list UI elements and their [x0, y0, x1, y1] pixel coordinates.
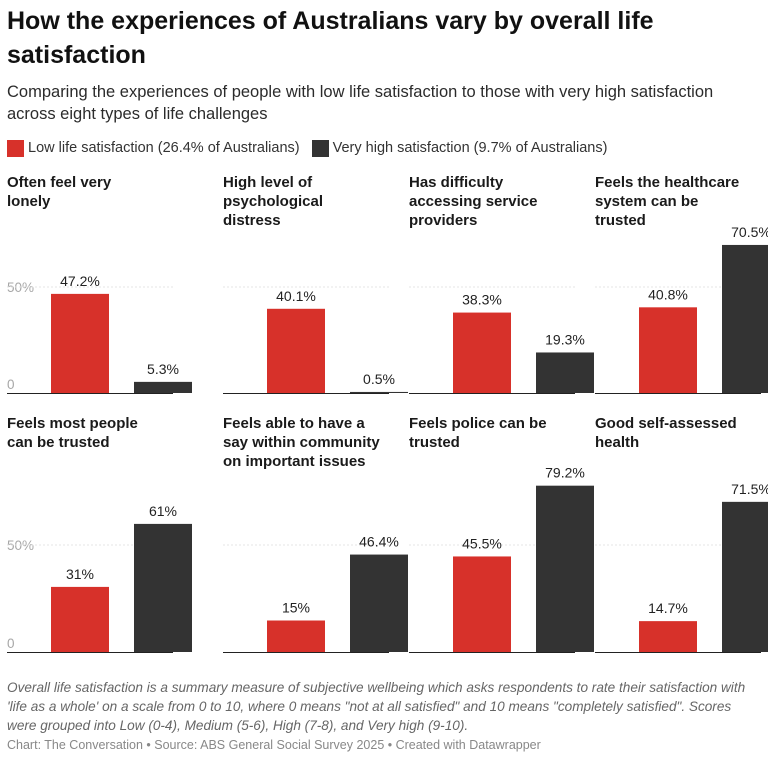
bar-low-satisfaction: [51, 586, 109, 652]
panel-title: Good self-assessed health: [595, 415, 737, 451]
bar-value-label: 40.1%: [276, 288, 316, 304]
bar-value-label: 71.5%: [731, 481, 768, 497]
panel-title: Feels police can be trusted: [409, 415, 547, 451]
bar-very-high-satisfaction: [536, 352, 594, 393]
bar-low-satisfaction: [51, 293, 109, 393]
bar-low-satisfaction: [453, 312, 511, 393]
bar-value-label: 15%: [282, 600, 310, 616]
panel-title: Often feel very lonely: [7, 174, 112, 210]
bar-very-high-satisfaction: [350, 391, 408, 393]
bar-value-label: 31%: [66, 566, 94, 582]
bar-value-label: 38.3%: [462, 292, 502, 308]
panel-4: Feels the healthcare system can be trusted…: [595, 174, 768, 394]
bar-value-label: 47.2%: [60, 273, 100, 289]
panel-title: Has difficulty accessing service providers: [409, 174, 537, 229]
bar-very-high-satisfaction: [722, 244, 768, 393]
legend: Low life satisfaction (26.4% of Australi…: [7, 137, 619, 159]
bar-value-label: 45.5%: [462, 535, 502, 551]
bar-value-label: 19.3%: [545, 331, 585, 347]
panel-2: High level of psychological distress 40.1% 0…: [223, 174, 408, 394]
chart-title: How the experiences of Australians vary …: [7, 7, 654, 69]
bar-low-satisfaction: [267, 308, 325, 393]
bar-low-satisfaction: [639, 621, 697, 652]
chart-subtitle: Comparing the experiences of people with…: [7, 83, 714, 123]
bar-very-high-satisfaction: [350, 554, 408, 652]
footnote: Overall life satisfaction is a summary m…: [7, 680, 746, 733]
panel-6: Feels able to have a say within community…: [223, 415, 408, 653]
legend-swatch-low: [7, 139, 24, 157]
bar-value-label: 5.3%: [147, 361, 179, 377]
panel-8: Good self-assessed health 14.7% 71.5%: [595, 415, 768, 653]
bar-value-label: 14.7%: [648, 600, 688, 616]
bar-value-label: 40.8%: [648, 286, 688, 302]
panel-title: Feels able to have a say within community…: [223, 415, 380, 470]
bar-very-high-satisfaction: [722, 501, 768, 652]
panel-title: Feels most people can be trusted: [7, 415, 138, 451]
legend-item-very-high: Very high satisfaction (9.7% of Australi…: [311, 139, 608, 157]
legend-item-low: Low life satisfaction (26.4% of Australi…: [7, 139, 300, 157]
bar-value-label: 79.2%: [545, 465, 585, 481]
bar-value-label: 46.4%: [359, 534, 399, 550]
panel-7: Feels police can be trusted 45.5% 79.2%: [409, 415, 594, 653]
panel-title: High level of psychological distress: [223, 174, 323, 229]
y-tick-label-0: 0: [7, 377, 15, 392]
credit-line: Chart: The Conversation • Source: ABS Ge…: [7, 738, 541, 752]
bar-low-satisfaction: [267, 620, 325, 652]
panel-5: Feels most people can be trusted50%031%61…: [7, 415, 192, 653]
bar-value-label: 70.5%: [731, 224, 768, 240]
bar-low-satisfaction: [639, 307, 697, 393]
legend-label-very-high: Very high satisfaction (9.7% of Australi…: [332, 140, 608, 156]
bar-very-high-satisfaction: [134, 523, 192, 652]
bar-value-label: 61%: [149, 503, 177, 519]
legend-label-low: Low life satisfaction (26.4% of Australi…: [28, 140, 300, 156]
panel-title: Feels the healthcare system can be trusted: [595, 174, 739, 229]
panel-3: Has difficulty accessing service providers…: [409, 174, 594, 394]
bar-value-label: 0.5%: [363, 371, 395, 387]
bar-very-high-satisfaction: [536, 485, 594, 652]
bar-very-high-satisfaction: [134, 381, 192, 393]
legend-swatch-very-high: [311, 139, 329, 157]
bar-low-satisfaction: [453, 556, 511, 652]
y-tick-label-0: 0: [7, 636, 15, 651]
